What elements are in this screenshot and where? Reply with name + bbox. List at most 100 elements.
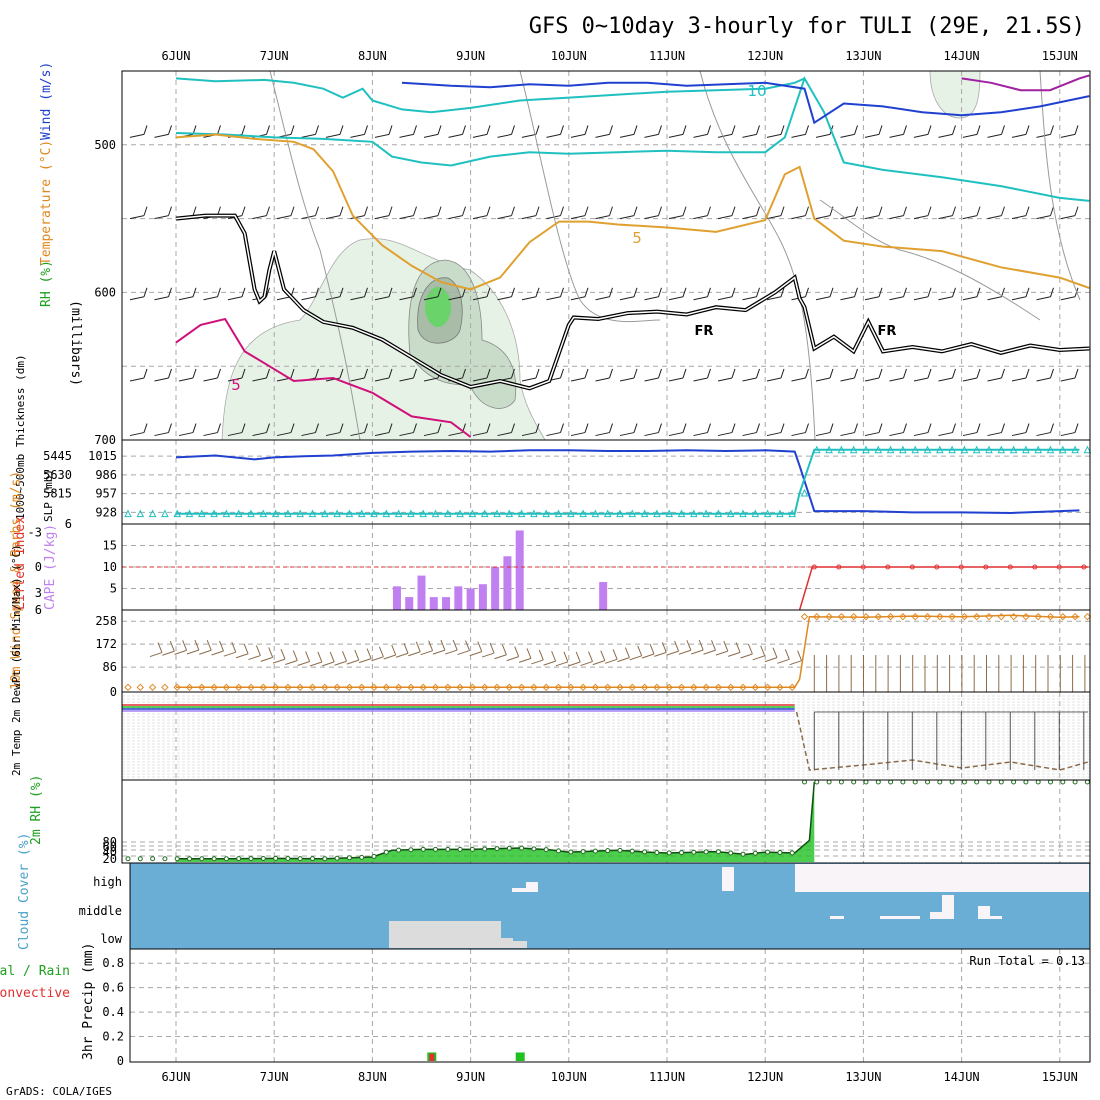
rh-contour-upper (929, 70, 981, 119)
cape-li-panel: 15 10 5 -3 0 3 6 Lifted Index CAPE (J/kg) (13, 516, 1091, 617)
surface-wind-barb (506, 646, 520, 662)
li-marker (983, 564, 989, 570)
rh-core (425, 287, 451, 327)
cloud-cell-high-gap (722, 867, 734, 891)
cape-bar (454, 586, 463, 610)
surface-wind-barb (162, 641, 175, 656)
surface-wind-barb (346, 649, 360, 665)
rh2m-grid (122, 780, 1090, 863)
thickness-contour (699, 70, 816, 441)
wind-barb (252, 368, 270, 382)
cloud-cell-high-gap (526, 882, 538, 892)
wind10m-barbs (149, 639, 1086, 692)
thickness-marker (493, 509, 501, 518)
rh2m-marker (531, 846, 537, 852)
wind-barb (717, 206, 736, 220)
wind-barb (350, 125, 368, 138)
wind-barb (546, 125, 564, 138)
surface-wind-barb (494, 644, 507, 660)
wind-barb (301, 423, 319, 437)
wind-barb (693, 368, 711, 382)
upper-air-panel: 10 5 5 FR FR 500 600 700 RH (%) Temperature (°… (39, 62, 1091, 447)
wind-barb (497, 423, 515, 437)
thickness-marker (886, 445, 895, 454)
wind-barb (889, 125, 907, 138)
surface-wind-barb (297, 651, 311, 666)
wind-barb (619, 287, 638, 301)
thickness-marker (234, 509, 243, 518)
wind-barb (203, 423, 221, 437)
wind-barb (497, 206, 515, 220)
wind-barb (423, 125, 442, 138)
date-tick-bottom: 15JUN (1042, 1070, 1078, 1084)
wind-barb (252, 206, 270, 220)
wind-barb (644, 368, 662, 382)
rh2m-marker (285, 856, 291, 862)
cloud-level-middle: middle (79, 904, 122, 918)
cape-bar (466, 588, 475, 610)
wind-barb (644, 125, 662, 138)
wind-speed-marker (419, 683, 427, 692)
surface-wind-barb (703, 640, 716, 655)
wind-barb (595, 206, 613, 220)
wind-barb (962, 368, 981, 382)
cloud-level-high: high (93, 875, 122, 889)
wind-barb (766, 423, 785, 437)
wind-barb (497, 287, 515, 301)
surface-wind-barb (727, 642, 741, 657)
wind-barb (987, 368, 1005, 382)
thickness-marker (1022, 445, 1030, 454)
wind-barb (472, 423, 491, 437)
rh2m-marker (752, 850, 758, 856)
y-tick-label: -3 (28, 526, 42, 540)
wind-speed-marker (763, 683, 772, 692)
wind-barb (423, 206, 442, 220)
rh2m-marker (838, 779, 844, 785)
wind-speed-marker (505, 683, 514, 692)
rh2m-marker (236, 856, 242, 862)
thickness-marker (948, 445, 956, 454)
wind-barb (276, 206, 295, 220)
date-tick-top: 8JUN (358, 49, 387, 63)
wind-speed-marker (972, 612, 981, 621)
thickness-marker (800, 488, 809, 497)
y-tick-label: 600 (94, 285, 116, 299)
li-marker (909, 564, 915, 570)
wind-barb (227, 423, 246, 437)
cape-bar (417, 575, 426, 610)
wind-barb (693, 125, 711, 138)
wind-barb (472, 368, 491, 382)
wind-speed-marker (714, 683, 723, 692)
wind10m-panel: 258 172 86 0 10m Wind Speed & Barbs (m/s) (9, 471, 1092, 699)
rh2m-marker (519, 845, 525, 851)
thickness-contour (1039, 70, 1081, 301)
wind-speed-marker (603, 683, 612, 692)
wind-speed-marker (296, 683, 304, 692)
rh2m-marker (900, 779, 906, 785)
thickness-marker (812, 445, 821, 454)
wind-barb (987, 206, 1005, 220)
wind-barb (423, 423, 442, 437)
lifted-index-line (122, 564, 1090, 611)
rh2m-marker (580, 849, 586, 855)
y-tick-label: 700 (94, 433, 116, 447)
rh2m-marker (359, 854, 365, 860)
lifted-index-axis-label: Lifted Index (13, 516, 28, 610)
wind-barb (913, 125, 932, 138)
wind-speed-marker (1071, 612, 1079, 621)
precip-panel: 0.8 0.6 0.4 0.2 0 Run Total = 0.13 Total / R… (0, 943, 1091, 1068)
wind-barb (840, 368, 858, 382)
date-tick-top: 12JUN (747, 49, 783, 63)
thickness-marker (616, 509, 624, 518)
wind-speed-marker (1034, 612, 1042, 621)
y-tick-label: 6 (35, 603, 42, 617)
cloud-cell-middle-gap (830, 916, 844, 919)
wind-speed-marker (308, 683, 317, 692)
wind-barb (521, 206, 540, 220)
thickness-marker (431, 509, 440, 518)
thickness-marker (566, 509, 575, 518)
wind-speed-marker (628, 683, 637, 692)
date-tick-top: 15JUN (1042, 49, 1078, 63)
wind-barb (154, 423, 172, 437)
wind-barb (791, 125, 809, 138)
